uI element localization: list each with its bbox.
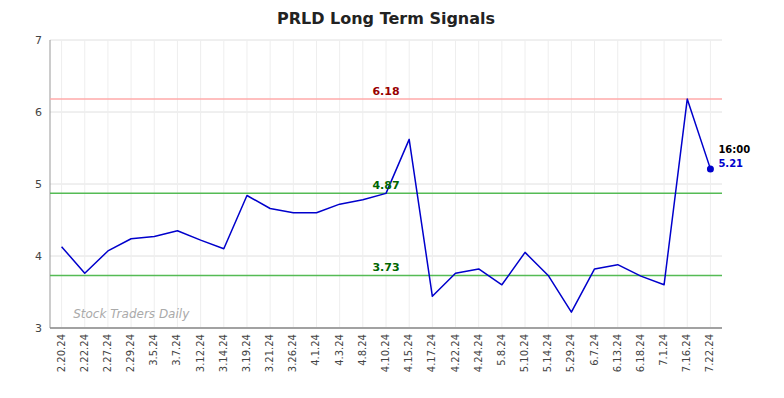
x-tick-label: 6.7.24 (589, 334, 600, 366)
grid-line-x (525, 40, 526, 328)
x-tick-label: 4.15.24 (403, 334, 414, 372)
last-time-label: 16:00 (718, 144, 750, 155)
x-tick-label: 4.1.24 (310, 334, 321, 366)
x-tick-label: 5.29.24 (565, 334, 576, 372)
x-tick-label: 7.1.24 (658, 334, 669, 366)
annotations: 6.18 4.87 3.73 16:00 5.21 Stock Traders Daily (73, 85, 750, 321)
grid-line-x (84, 40, 85, 328)
plot-area (50, 99, 722, 312)
y-tick-label: 5 (35, 178, 42, 191)
grid-line-x (571, 40, 572, 328)
grid-line-x (270, 40, 271, 328)
title: PRLD Long Term Signals (277, 9, 495, 28)
chart: 3 4 5 6 7 2.20.24 2.22.24 2.27.24 2.29.24 3.5.24 3… (0, 0, 784, 398)
grid-line-x (710, 40, 711, 328)
grid-line-x (409, 40, 410, 328)
x-tick-label: 2.22.24 (79, 334, 90, 372)
y-tick-label: 4 (35, 250, 42, 263)
x-tick-label: 2.29.24 (125, 334, 136, 372)
y-tick-label: 7 (35, 34, 42, 47)
grid-line-x (640, 40, 641, 328)
grid-line-x (293, 40, 294, 328)
grid-line-x (339, 40, 340, 328)
grid-line-y (50, 328, 722, 329)
grid-line-x (594, 40, 595, 328)
x-tick-label: 2.20.24 (56, 334, 67, 372)
x-tick-label: 7.22.24 (704, 334, 715, 372)
x-tick-label: 4.8.24 (357, 334, 368, 366)
level-label: 4.87 (372, 179, 399, 192)
grid-line-x (316, 40, 317, 328)
x-tick-label: 3.12.24 (195, 334, 206, 372)
x-tick-label: 3.14.24 (218, 334, 229, 372)
grid-line-x (617, 40, 618, 328)
grid-line-x (177, 40, 178, 328)
grid-line-x (478, 40, 479, 328)
x-tick-label: 3.26.24 (287, 334, 298, 372)
grid-line-x (107, 40, 108, 328)
x-tick-label: 4.24.24 (473, 334, 484, 372)
grid-line-x (154, 40, 155, 328)
x-tick-label: 6.18.24 (635, 334, 646, 372)
level-label: 3.73 (372, 261, 399, 274)
x-tick-label: 4.17.24 (426, 334, 437, 372)
grid-line-x (200, 40, 201, 328)
grid-line-x (131, 40, 132, 328)
x-tick-label: 3.21.24 (264, 334, 275, 372)
grid-line-x (61, 40, 62, 328)
x-tick-label: 4.22.24 (450, 334, 461, 372)
last-value-label: 5.21 (718, 158, 743, 169)
level-label: 6.18 (372, 85, 399, 98)
x-tick-label: 3.19.24 (241, 334, 252, 372)
x-tick-label: 4.3.24 (334, 334, 345, 366)
last-point (707, 165, 714, 172)
y-tick-label: 6 (35, 106, 42, 119)
x-tick-label: 2.27.24 (102, 334, 113, 372)
y-axis-line (50, 40, 51, 328)
price-line (62, 99, 711, 312)
grid-line-x (455, 40, 456, 328)
grid-line-x (548, 40, 549, 328)
x-tick-label: 5.14.24 (542, 334, 553, 372)
grid-line-x (687, 40, 688, 328)
grid-line-x (223, 40, 224, 328)
grid-line-x (432, 40, 433, 328)
x-tick-label: 5.10.24 (519, 334, 530, 372)
x-tick-label: 5.8.24 (496, 334, 507, 366)
level-line (50, 98, 722, 100)
x-tick-label: 3.7.24 (171, 334, 182, 366)
y-tick-label: 3 (35, 322, 42, 335)
level-line (50, 275, 722, 277)
x-tick-label: 7.16.24 (681, 334, 692, 372)
x-tick-label: 6.13.24 (612, 334, 623, 372)
grid-line-x (362, 40, 363, 328)
x-axis-line (50, 327, 722, 329)
x-tick-label: 3.5.24 (148, 334, 159, 366)
x-tick-label: 4.10.24 (380, 334, 391, 372)
watermark: Stock Traders Daily (73, 307, 190, 321)
grid-line-x (246, 40, 247, 328)
